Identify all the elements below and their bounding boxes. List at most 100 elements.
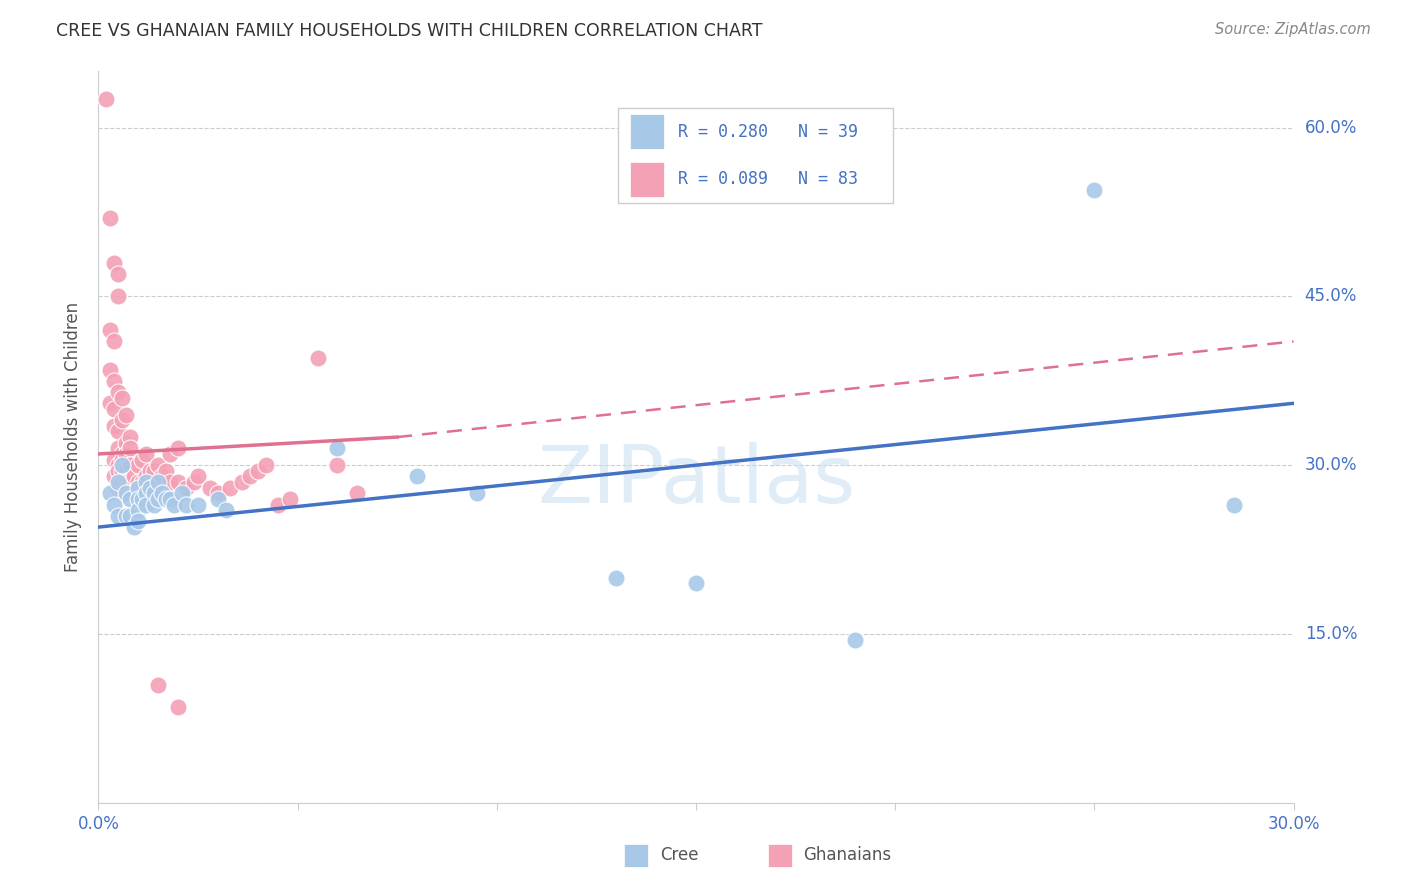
Point [127, 491, 149, 506]
Point [115, 447, 138, 461]
Point [148, 491, 170, 506]
Point [1083, 182, 1105, 196]
Point [148, 475, 170, 489]
Point [187, 498, 209, 512]
Point [307, 351, 329, 366]
Point [107, 481, 129, 495]
Text: Ghanaians: Ghanaians [804, 847, 891, 864]
Point [215, 503, 238, 517]
Point [98, 323, 122, 337]
Point [135, 469, 157, 483]
Point [107, 267, 129, 281]
Point [143, 464, 166, 478]
Point [167, 475, 190, 489]
Text: 60.0%: 60.0% [1305, 119, 1357, 136]
Point [111, 486, 134, 500]
Point [103, 255, 125, 269]
Point [174, 498, 197, 512]
Point [326, 458, 349, 473]
Point [120, 508, 142, 523]
Point [103, 452, 125, 467]
Point [278, 491, 301, 506]
Point [148, 458, 170, 473]
Point [131, 475, 153, 489]
Text: 30.0%: 30.0% [1305, 456, 1357, 475]
Text: ZIPatlas: ZIPatlas [537, 442, 855, 520]
Text: R = 0.089   N = 83: R = 0.089 N = 83 [678, 170, 858, 188]
Point [167, 700, 190, 714]
Point [135, 475, 157, 489]
Point [685, 576, 707, 591]
Point [465, 486, 488, 500]
Point [103, 334, 125, 349]
Point [120, 475, 142, 489]
Point [131, 452, 153, 467]
Point [120, 458, 142, 473]
Point [143, 481, 166, 495]
Bar [624, 844, 648, 867]
Point [406, 469, 429, 483]
Point [115, 486, 138, 500]
Point [111, 391, 134, 405]
Bar [630, 161, 664, 197]
Point [120, 430, 142, 444]
Point [159, 475, 181, 489]
Point [131, 491, 153, 506]
Point [844, 632, 866, 647]
Point [326, 442, 349, 456]
Point [111, 475, 134, 489]
Bar [630, 114, 664, 149]
Point [143, 498, 166, 512]
Point [239, 469, 262, 483]
Point [155, 491, 177, 506]
Point [115, 486, 138, 500]
Point [98, 362, 122, 376]
Point [115, 464, 138, 478]
FancyBboxPatch shape [619, 108, 893, 203]
Point [127, 475, 149, 489]
Point [135, 498, 157, 512]
Point [111, 452, 134, 467]
Point [115, 475, 138, 489]
Point [1223, 498, 1246, 512]
Point [115, 408, 138, 422]
Point [98, 396, 122, 410]
Point [148, 678, 170, 692]
Point [107, 458, 129, 473]
Text: CREE VS GHANAIAN FAMILY HOUSEHOLDS WITH CHILDREN CORRELATION CHART: CREE VS GHANAIAN FAMILY HOUSEHOLDS WITH … [56, 22, 762, 40]
Text: 15.0%: 15.0% [1305, 625, 1357, 643]
Point [127, 458, 149, 473]
Point [605, 571, 627, 585]
Point [159, 447, 181, 461]
Point [174, 481, 197, 495]
Point [115, 508, 138, 523]
Point [135, 486, 157, 500]
Point [120, 491, 142, 506]
Point [107, 289, 129, 303]
Point [107, 385, 129, 400]
Point [107, 475, 129, 489]
Point [198, 481, 221, 495]
Point [163, 498, 186, 512]
Point [254, 458, 277, 473]
Point [120, 442, 142, 456]
Point [127, 515, 149, 529]
Point [127, 481, 149, 495]
Bar [768, 844, 792, 867]
Point [187, 469, 209, 483]
Point [139, 464, 162, 478]
Point [107, 425, 129, 439]
Point [98, 486, 122, 500]
Point [219, 481, 242, 495]
Point [246, 464, 269, 478]
Point [111, 413, 134, 427]
Point [115, 435, 138, 450]
Point [267, 498, 290, 512]
Point [167, 442, 190, 456]
Point [103, 469, 125, 483]
Text: 45.0%: 45.0% [1305, 287, 1357, 305]
Point [103, 401, 125, 416]
Point [103, 418, 125, 433]
Point [183, 475, 205, 489]
Point [98, 211, 122, 225]
